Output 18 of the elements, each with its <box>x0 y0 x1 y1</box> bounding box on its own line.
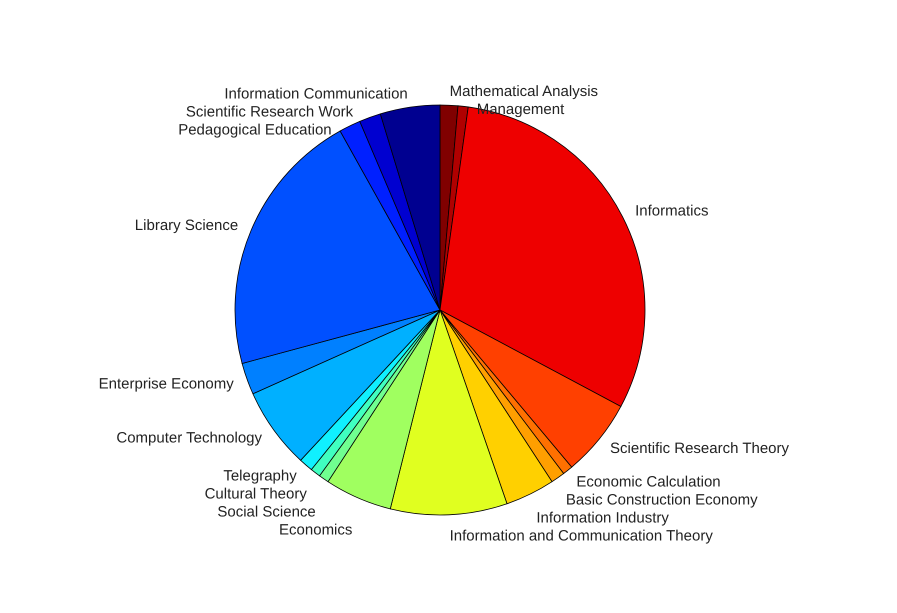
slice-label: Information and Communication Theory <box>450 527 714 544</box>
slice-label: Enterprise Economy <box>98 376 234 393</box>
slice-label: Basic Construction Economy <box>566 491 758 508</box>
slice-label: Information Communication <box>224 85 408 102</box>
slice-label: Management <box>476 101 566 118</box>
slice-label: Computer Technology <box>116 430 263 447</box>
slice-label: Mathematical Analysis <box>450 83 598 100</box>
slice-label: Pedagogical Education <box>178 121 332 138</box>
slice-label: Cultural Theory <box>204 486 308 503</box>
slice-label: Informatics <box>635 202 708 220</box>
slice-label: Information Industry <box>536 509 670 526</box>
slice-label: Library Science <box>134 216 238 234</box>
slice-label: Scientific Research Work <box>186 103 354 120</box>
slice-label: Social Science <box>217 504 316 521</box>
slice-label: Scientific Research Theory <box>610 440 790 457</box>
slice-label: Economics <box>279 522 352 539</box>
slice-label: Telegraphy <box>223 468 298 485</box>
slice-label: Economic Calculation <box>576 473 721 490</box>
